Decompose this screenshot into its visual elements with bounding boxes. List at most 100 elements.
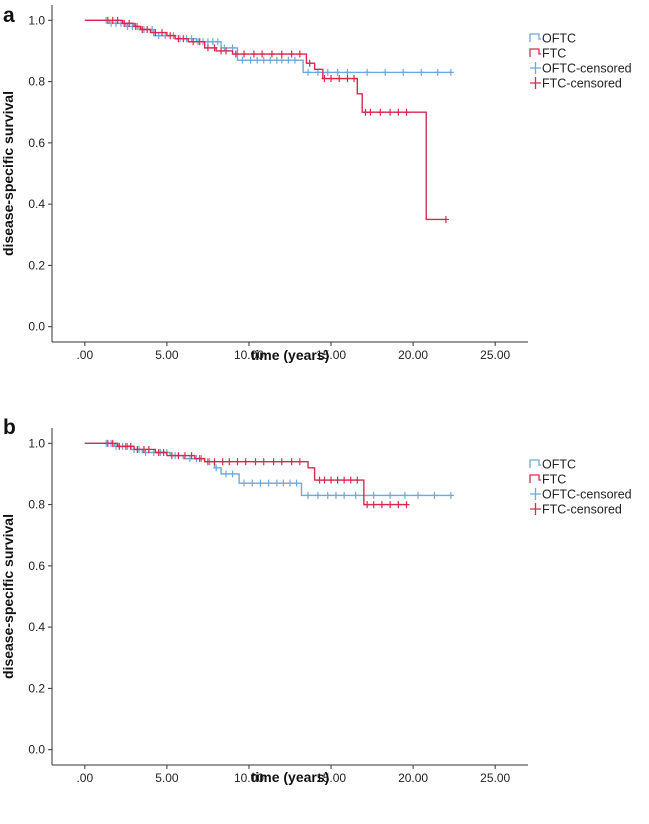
censor-mark-ftc [306,59,313,67]
series-ftc [84,16,449,223]
censor-mark-ftc [190,38,197,46]
censor-mark-ftc [188,452,195,460]
censor-mark-oftc [213,464,220,472]
censor-mark-ftc [175,452,182,460]
censor-mark-oftc [324,491,331,499]
censor-mark-oftc [229,470,236,478]
censor-mark-oftc [382,68,389,76]
censor-mark-oftc [447,68,454,76]
x-tick-label: 5.00 [155,348,179,362]
censor-mark-ftc [296,458,303,466]
legend-censor-swatch [530,77,541,89]
x-tick-label: 10.00 [234,771,264,785]
censor-mark-oftc [401,491,408,499]
censor-mark-ftc [116,442,123,450]
legend-line-swatch [529,459,541,468]
y-axis-title: disease-specific survival [0,514,16,679]
censor-mark-ftc [196,38,203,46]
censor-mark-oftc [267,56,274,64]
censor-mark-oftc [222,470,229,478]
censor-mark-ftc [145,445,152,453]
censor-mark-ftc [152,29,159,37]
censor-mark-oftc [418,68,425,76]
chart-panel-b: b 0.0 0.2 0.4 0.6 0.8 1.0 .00 5.00 10.00 15.00 20.0… [0,416,632,785]
censor-mark-ftc [211,458,218,466]
survival-curve-ftc [84,442,407,506]
legend-censor-swatch [530,503,541,515]
censor-mark-ftc [321,75,328,83]
series-oftc [84,16,454,76]
x-tick-label: .00 [76,348,93,362]
legend-censor-swatch [530,488,541,500]
censor-mark-ftc [336,75,343,83]
censor-mark-oftc [431,491,438,499]
censor-mark-ftc [180,35,187,43]
censor-mark-oftc [293,479,300,487]
survival-curve-oftc [84,442,451,497]
censor-mark-ftc [211,44,218,52]
censor-mark-ftc [196,455,203,463]
panel-label-a: a [3,4,15,27]
censor-mark-ftc [370,501,377,509]
censor-mark-oftc [344,68,351,76]
censor-mark-ftc [354,476,361,484]
censor-mark-ftc [204,458,211,466]
x-tick-label: 20.00 [398,771,428,785]
y-tick-label: 0.6 [28,559,45,573]
censor-mark-oftc [352,491,359,499]
censor-mark-ftc [347,476,354,484]
y-tick-label: 0.4 [28,197,45,211]
censor-mark-ftc [321,476,328,484]
censor-mark-oftc [280,479,287,487]
censor-mark-oftc [273,479,280,487]
censor-mark-ftc [395,501,402,509]
censor-mark-ftc [259,50,266,58]
censor-mark-ftc [328,75,335,83]
censor-mark-ftc [232,50,239,58]
survival-curve-ftc [84,19,446,221]
y-tick-label: 0.4 [28,620,45,634]
censor-mark-oftc [278,56,285,64]
legend-label: FTC-censored [542,77,622,91]
censor-mark-ftc [241,50,248,58]
censor-mark-oftc [249,479,256,487]
x-tick-label: 15.00 [316,348,346,362]
legend-line-swatch [529,48,541,57]
censor-mark-ftc [114,16,121,24]
legend-line-swatch [529,33,541,42]
censor-mark-oftc [434,68,441,76]
legend-label: FTC [542,47,566,61]
censor-mark-oftc [265,479,272,487]
censor-mark-ftc [219,458,226,466]
censor-mark-oftc [155,32,162,40]
censor-mark-oftc [447,491,454,499]
censor-mark-ftc [334,476,341,484]
legend-label: FTC-censored [542,503,622,517]
censor-mark-ftc [144,26,151,34]
censor-mark-ftc [387,501,394,509]
censor-mark-oftc [314,491,321,499]
censor-mark-ftc [252,458,259,466]
censor-mark-ftc [204,44,211,52]
censor-mark-ftc [364,501,371,509]
censor-mark-ftc [167,32,174,40]
censor-mark-oftc [314,68,321,76]
censor-mark-ftc [442,215,449,223]
y-tick-label: 0.0 [28,743,45,757]
x-tick-label: 25.00 [480,771,510,785]
legend-censor-swatch [530,62,541,74]
legend-label: OFTC-censored [542,488,632,502]
chart-panel-a: a 0.0 0.2 0.4 0.6 0.8 1.0 .00 5.00 10.00 15.00 20.0… [0,4,632,363]
censor-mark-oftc [332,491,339,499]
censor-mark-oftc [334,68,341,76]
censor-mark-ftc [288,50,295,58]
censor-mark-oftc [291,56,298,64]
censor-mark-oftc [247,56,254,64]
censor-mark-oftc [260,56,267,64]
x-tick-label: 10.00 [234,348,264,362]
survival-curve-oftc [84,19,451,74]
censor-mark-ftc [341,476,348,484]
censor-mark-oftc [254,56,261,64]
